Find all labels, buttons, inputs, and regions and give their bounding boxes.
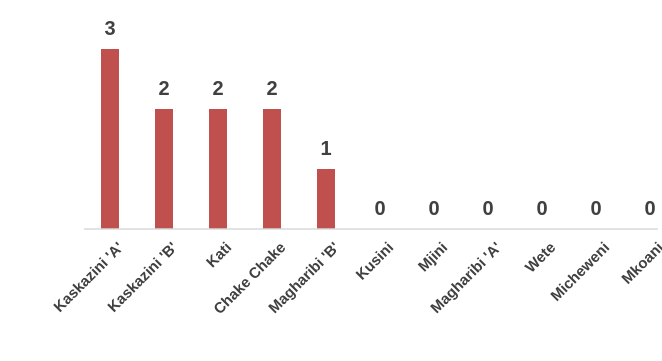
category-label: Kati: [203, 239, 235, 271]
data-label: 1: [320, 138, 331, 160]
bar: [209, 109, 227, 229]
data-label: 0: [536, 198, 547, 220]
data-label: 2: [212, 78, 223, 100]
data-label: 2: [266, 78, 277, 100]
data-label: 0: [428, 198, 439, 220]
data-label: 0: [644, 198, 655, 220]
category-label: Mjini: [415, 239, 451, 275]
category-label: Micheweni: [548, 239, 614, 305]
bar: [101, 49, 119, 229]
data-label: 3: [104, 18, 115, 40]
bar: [263, 109, 281, 229]
value-labels-group: 3 2 2 2 1 0 0 0 0 0 0: [104, 18, 655, 220]
data-label: 0: [374, 198, 385, 220]
data-label: 0: [590, 198, 601, 220]
category-label: Wete: [522, 239, 559, 276]
category-label: Mkoani: [619, 239, 662, 288]
bars-group: [101, 49, 335, 229]
data-label: 0: [482, 198, 493, 220]
bar: [317, 169, 335, 229]
bar: [155, 109, 173, 229]
data-label: 2: [158, 78, 169, 100]
category-label: Kusini: [353, 239, 397, 283]
